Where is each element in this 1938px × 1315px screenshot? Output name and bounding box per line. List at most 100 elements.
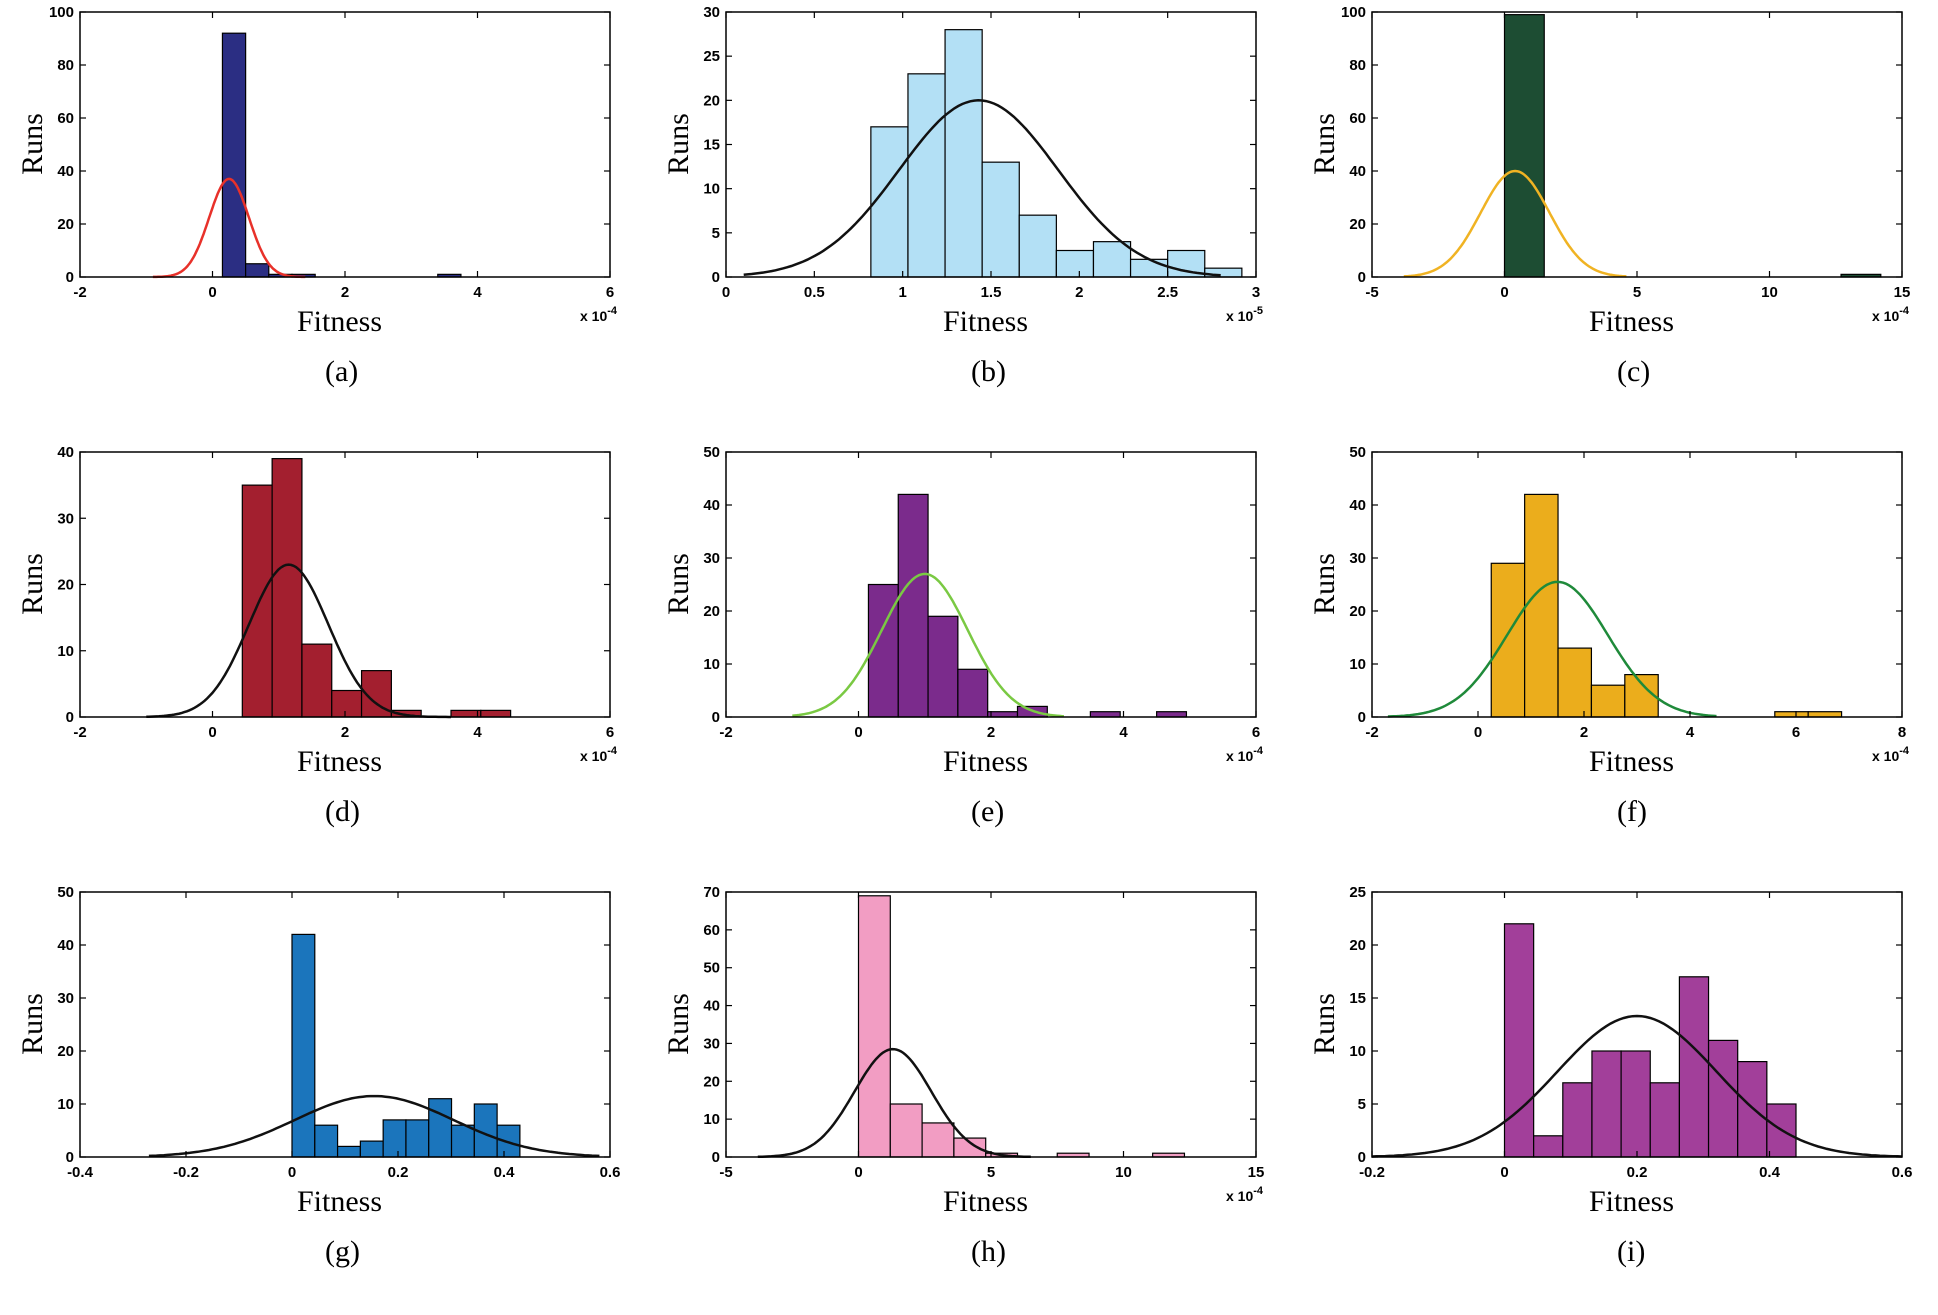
histogram-panel: -2 0 2 4 6 0 20 40 60 80 100 x 10-4 Runs Fitness (a) xyxy=(0,0,646,435)
x-tick-label: 1.5 xyxy=(981,284,1002,301)
x-tick-label: 0.2 xyxy=(1627,1164,1648,1181)
histogram-bar xyxy=(1620,1050,1651,1158)
x-tick-label: 6 xyxy=(1792,724,1800,741)
subfigure-caption: (e) xyxy=(971,795,1005,828)
y-tick-label: 70 xyxy=(703,884,720,901)
y-tick-label: 100 xyxy=(1341,4,1366,21)
x-tick-label: 0.4 xyxy=(1759,1164,1781,1181)
subfigure-caption: (i) xyxy=(1617,1235,1646,1268)
x-tick-label: -5 xyxy=(719,1164,732,1181)
histogram-bar xyxy=(1156,711,1188,718)
histogram-bar xyxy=(1089,711,1121,718)
y-tick-label: 100 xyxy=(49,4,74,21)
histogram-bar xyxy=(1533,1135,1564,1158)
axis-multiplier: x 10-4 xyxy=(580,305,618,324)
histogram-bar xyxy=(921,1122,955,1158)
x-tick-label: 15 xyxy=(1894,284,1911,301)
y-tick-label: 50 xyxy=(1349,444,1366,461)
normal-fit-curve xyxy=(1387,580,1717,718)
x-axis-label: Fitness xyxy=(297,1185,383,1218)
y-tick-label: 0 xyxy=(1358,269,1366,286)
histogram-bar xyxy=(857,895,891,1158)
histogram-bar xyxy=(331,689,363,718)
histogram-bar xyxy=(897,493,929,718)
histogram-bar xyxy=(889,1103,923,1158)
y-tick-label: 0 xyxy=(712,1149,720,1166)
y-tick-label: 20 xyxy=(57,216,74,233)
y-tick-label: 10 xyxy=(1349,656,1366,673)
x-tick-label: 0 xyxy=(854,1164,862,1181)
y-tick-label: 40 xyxy=(1349,497,1366,514)
y-tick-label: 30 xyxy=(57,990,74,1007)
x-tick-label: 2 xyxy=(987,724,995,741)
y-tick-label: 60 xyxy=(703,922,720,939)
y-tick-label: 0 xyxy=(66,269,74,286)
y-tick-label: 20 xyxy=(1349,603,1366,620)
axis-multiplier: x 10-5 xyxy=(1226,305,1263,324)
histogram-bar xyxy=(1129,258,1169,278)
y-tick-label: 20 xyxy=(703,1073,720,1090)
histogram-bar xyxy=(336,1145,361,1158)
histogram-bar xyxy=(1557,647,1593,718)
normal-fit-curve xyxy=(792,572,1064,718)
y-tick-label: 0 xyxy=(1358,1149,1366,1166)
x-tick-label: 0.2 xyxy=(388,1164,409,1181)
y-tick-label: 50 xyxy=(703,444,720,461)
y-tick-label: 20 xyxy=(1349,216,1366,233)
x-tick-label: -2 xyxy=(1365,724,1378,741)
x-tick-label: -2 xyxy=(73,284,86,301)
y-tick-label: 15 xyxy=(1349,990,1366,1007)
histogram-bar xyxy=(1649,1082,1680,1158)
y-tick-label: 10 xyxy=(1349,1043,1366,1060)
y-axis-label: Runs xyxy=(1307,552,1341,615)
subfigure-caption: (g) xyxy=(325,1235,360,1268)
histogram-bar xyxy=(450,709,482,718)
normal-fit-curve xyxy=(146,563,451,719)
histogram-panel: -2 0 2 4 6 0 10 20 30 40 50 x 10-4 Runs Fitness (e) xyxy=(646,440,1292,875)
histogram-bar xyxy=(1524,493,1559,718)
y-tick-label: 30 xyxy=(703,550,720,567)
y-tick-label: 0 xyxy=(712,709,720,726)
x-tick-label: 4 xyxy=(1686,724,1695,741)
x-tick-label: 0 xyxy=(208,724,216,741)
x-tick-label: -0.2 xyxy=(173,1164,199,1181)
histogram-bar xyxy=(1807,711,1843,718)
histogram-bar xyxy=(450,1124,475,1158)
x-tick-label: 8 xyxy=(1898,724,1906,741)
y-tick-label: 30 xyxy=(57,510,74,527)
y-axis-label: Runs xyxy=(661,112,695,175)
histogram-bar xyxy=(405,1119,430,1158)
y-axis-label: Runs xyxy=(661,992,695,1055)
histogram-bar xyxy=(241,484,273,718)
y-tick-label: 60 xyxy=(57,110,74,127)
histogram-bar xyxy=(981,161,1020,278)
normal-fit-curve xyxy=(1371,1014,1903,1158)
axis-multiplier: x 10-4 xyxy=(1872,745,1910,764)
y-tick-label: 30 xyxy=(1349,550,1366,567)
y-tick-label: 25 xyxy=(703,48,720,65)
y-axis-label: Runs xyxy=(15,992,49,1055)
normal-fit-curve xyxy=(1403,169,1627,278)
histogram-bar xyxy=(1562,1082,1593,1158)
subfigure-caption: (c) xyxy=(1617,355,1651,388)
y-tick-label: 40 xyxy=(703,998,720,1015)
y-axis-label: Runs xyxy=(661,552,695,615)
y-axis-label: Runs xyxy=(15,552,49,615)
histogram-bar xyxy=(382,1119,407,1158)
histogram-bar xyxy=(1678,976,1710,1158)
x-tick-label: 0 xyxy=(854,724,862,741)
y-tick-label: 10 xyxy=(703,656,720,673)
histogram-panel: -2 0 2 4 6 8 0 10 20 30 40 50 x 10-4 Runs Fitness (f) xyxy=(1292,440,1938,875)
histogram-bar xyxy=(927,615,959,718)
x-tick-label: 2.5 xyxy=(1157,284,1178,301)
histogram-bar xyxy=(245,263,270,278)
plot-frame xyxy=(79,11,611,278)
x-tick-label: 5 xyxy=(987,1164,995,1181)
x-axis-label: Fitness xyxy=(1589,1185,1675,1218)
histogram-panel: 0 0.5 1 1.5 2 2.5 3 0 5 10 15 20 25 30 x 10-5 Runs Fitne… xyxy=(646,0,1292,435)
y-tick-label: 40 xyxy=(703,497,720,514)
y-tick-label: 50 xyxy=(57,884,74,901)
